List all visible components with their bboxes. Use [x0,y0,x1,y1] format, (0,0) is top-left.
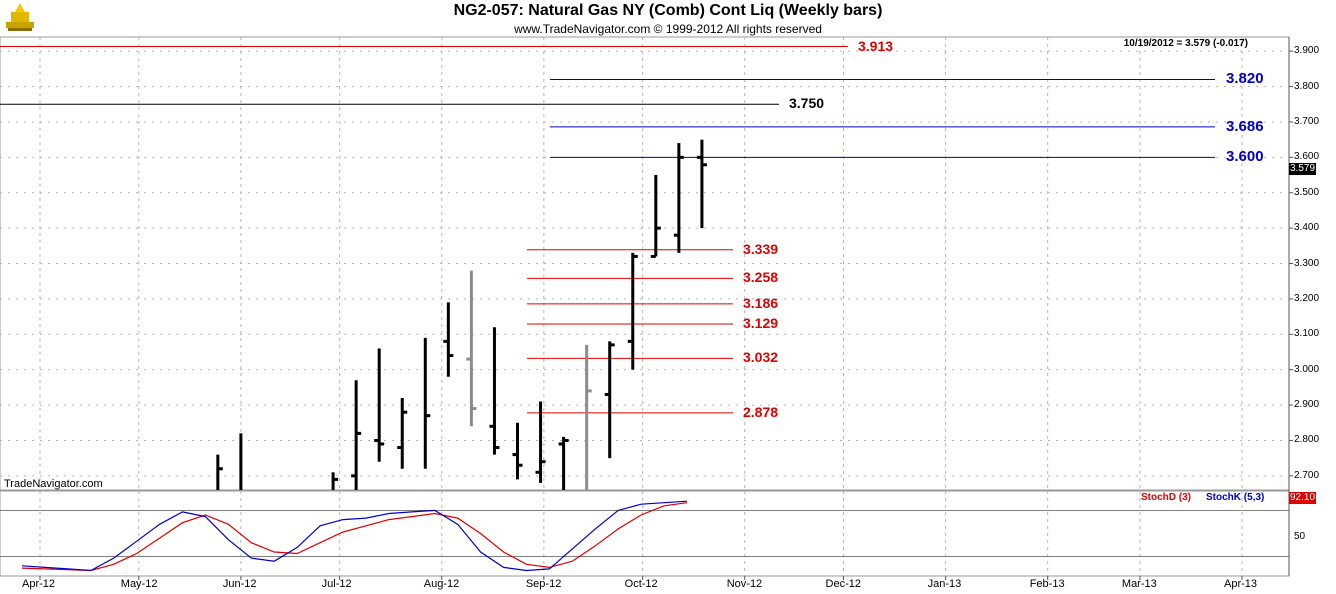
stochk-legend: StochK (5,3) [1206,492,1265,503]
x-tick-label: Sep-12 [525,578,562,590]
y-tick-label: 3.300 [1294,257,1320,269]
y-tick-label: 2.800 [1294,434,1320,446]
trade-navigator-logo-icon[interactable] [2,2,38,32]
stoch-value-badge: 92.10 [1289,492,1316,504]
x-tick-label: Apr-12 [22,578,56,590]
price-panel [0,36,1290,491]
x-tick-label: May-12 [120,578,158,590]
y-tick-label: 3.200 [1294,292,1320,304]
stochd-series-line [21,502,688,572]
x-tick-label: Jun-12 [222,578,257,590]
level-label: 3.339 [743,240,779,257]
level-label: 3.686 [1226,117,1264,135]
y-tick-label: 3.000 [1294,363,1320,375]
level-label: 3.913 [858,37,894,54]
level-label: 3.186 [743,294,779,311]
last-price-info: 10/19/2012 = 3.579 (-0.017) [1123,38,1248,49]
y-tick-label: 2.900 [1294,399,1320,411]
y-tick-label: 3.700 [1294,115,1320,127]
x-tick-label: Apr-13 [1224,578,1258,590]
level-label: 3.129 [743,315,779,332]
y-tick-label: 3.500 [1294,186,1320,198]
x-tick-label: Oct-12 [624,578,658,590]
stochk-series-line [21,500,688,572]
y-tick-label: 3.800 [1294,80,1320,92]
last-price-badge: 3.579 [1289,163,1316,175]
stoch-axis-tick: 50 [1294,531,1306,542]
level-label: 2.878 [743,403,779,420]
y-tick-label: 2.700 [1294,469,1320,481]
copyright-text: www.TradeNavigator.com © 1999-2012 All r… [514,22,822,36]
x-tick-label: Nov-12 [726,578,763,590]
x-tick-label: Jul-12 [321,578,352,590]
level-label: 3.600 [1226,148,1264,166]
level-label: 3.750 [789,95,825,112]
x-tick-label: Feb-13 [1029,578,1065,590]
y-tick-label: 3.600 [1294,151,1320,163]
level-label: 3.820 [1226,70,1264,88]
level-label: 3.258 [743,269,779,286]
level-label: 3.032 [743,349,779,366]
y-tick-label: 3.400 [1294,222,1320,234]
x-tick-label: Mar-13 [1121,578,1157,590]
chart-title: NG2-057: Natural Gas NY (Comb) Cont Liq … [453,2,883,19]
y-tick-label: 3.900 [1294,45,1320,57]
watermark-label: TradeNavigator.com [4,478,103,490]
x-tick-label: Dec-12 [825,578,861,590]
stochd-legend: StochD (3) [1141,492,1191,503]
x-tick-label: Jan-13 [927,578,962,590]
y-tick-label: 3.100 [1294,328,1320,340]
stoch-panel [0,490,1290,577]
x-tick-label: Aug-12 [423,578,460,590]
